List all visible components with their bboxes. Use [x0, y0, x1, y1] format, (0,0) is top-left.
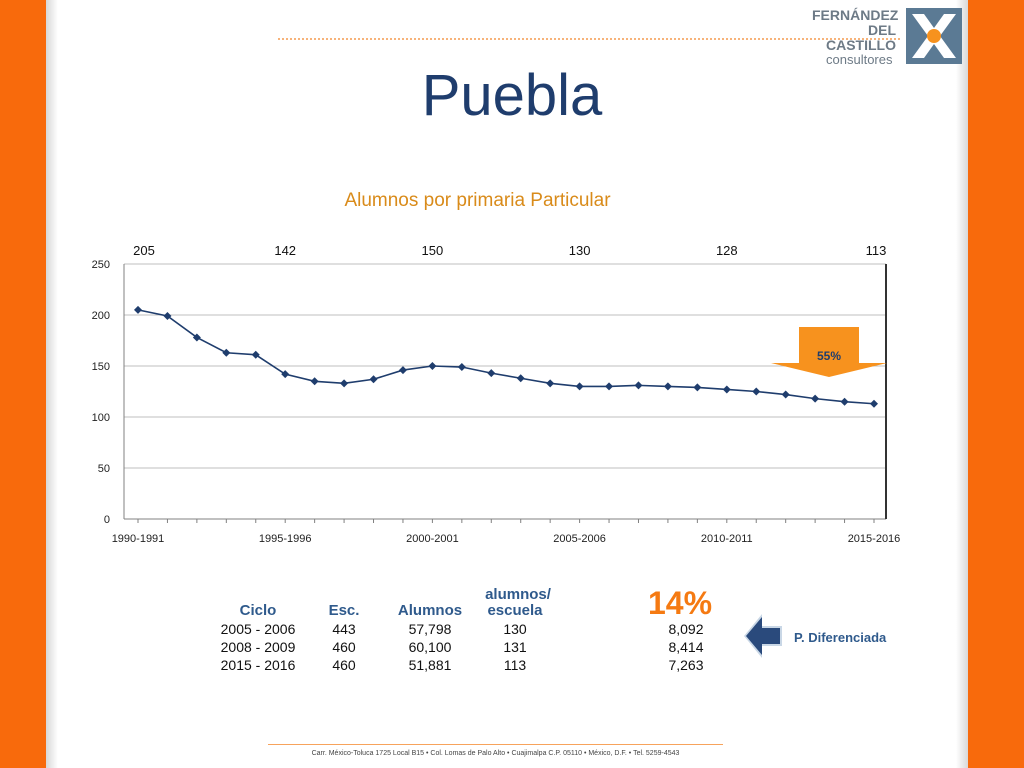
data-point — [340, 379, 349, 388]
annotation-box — [799, 327, 859, 363]
header-alumnos: Alumnos — [397, 602, 463, 619]
y-tick-label: 150 — [92, 361, 110, 373]
row-2-esc: 460 — [332, 639, 356, 655]
data-point — [428, 362, 437, 370]
x-tick-label: 2015-2016 — [848, 533, 901, 545]
data-point — [163, 312, 172, 321]
top-value-label: 130 — [569, 243, 591, 258]
row-1-extra: 8,092 — [668, 621, 704, 637]
data-point — [870, 399, 878, 408]
logo-x-icon — [906, 8, 962, 64]
data-point — [281, 370, 290, 379]
left-shadow — [46, 0, 58, 768]
row-3-alumnos: 51,881 — [408, 657, 452, 673]
data-point — [605, 382, 614, 391]
data-point — [781, 390, 790, 399]
top-value-label: 113 — [866, 243, 887, 258]
top-value-label: 128 — [716, 243, 738, 258]
data-point — [222, 348, 231, 357]
top-value-label: 150 — [422, 243, 444, 258]
row-3-esc: 460 — [332, 657, 356, 673]
left-arrow-icon[interactable] — [742, 608, 786, 664]
data-point — [840, 397, 849, 406]
logo-line-1: FERNÁNDEZ — [812, 7, 899, 23]
row-2-extra: 8,414 — [668, 639, 704, 655]
data-point — [192, 333, 201, 342]
data-point — [310, 377, 319, 386]
row-1-ciclo: 2005 - 2006 — [220, 621, 296, 637]
logo-line-2: DEL CASTILLO — [826, 22, 896, 53]
x-tick-label: 1995-1996 — [259, 533, 312, 545]
data-point — [134, 305, 142, 314]
y-tick-label: 0 — [104, 514, 110, 526]
data-point — [516, 374, 525, 383]
row-1-ape: 130 — [503, 621, 527, 637]
data-point — [811, 394, 820, 403]
data-point — [722, 385, 731, 394]
data-point — [251, 350, 260, 359]
x-tick-label: 1990-1991 — [112, 533, 165, 545]
footer-address: Carr. México-Toluca 1725 Local B15 • Col… — [311, 750, 680, 757]
percent-change: 14% — [648, 585, 713, 621]
row-2-alumnos: 60,100 — [408, 639, 452, 655]
data-point — [369, 375, 378, 384]
x-tick-label: 2000-2001 — [406, 533, 459, 545]
logo-wordmark: FERNÁNDEZ DEL CASTILLO — [812, 7, 899, 53]
logo-subtitle: consultores — [826, 52, 893, 67]
annotation-label: 55% — [817, 349, 841, 363]
data-point — [752, 387, 761, 396]
slide-content — [58, 0, 956, 768]
slide-title: Puebla — [421, 63, 603, 128]
data-point — [693, 383, 702, 392]
data-point — [398, 366, 407, 375]
footer-divider — [268, 744, 723, 745]
data-point — [575, 382, 584, 391]
logo-divider — [278, 38, 900, 40]
p-diferenciada-label: P. Diferenciada — [794, 630, 887, 645]
row-1-alumnos: 57,798 — [408, 621, 452, 637]
left-orange-band — [0, 0, 46, 768]
top-value-label: 142 — [274, 243, 296, 258]
data-point — [457, 363, 466, 372]
right-orange-band — [968, 0, 1024, 768]
data-point — [663, 382, 672, 391]
annotation-arrow — [771, 363, 887, 377]
series-line — [137, 309, 875, 405]
top-value-label: 205 — [133, 243, 155, 258]
header-alumnos-escuela-2: escuela — [487, 602, 543, 619]
data-point — [546, 379, 555, 388]
right-shadow — [956, 0, 968, 768]
row-3-ciclo: 2015 - 2016 — [220, 657, 296, 673]
header-ciclo: Ciclo — [239, 602, 277, 619]
row-3-ape: 113 — [503, 657, 527, 673]
row-2-ape: 131 — [503, 639, 527, 655]
y-tick-label: 250 — [92, 259, 110, 271]
x-tick-label: 2005-2006 — [553, 533, 606, 545]
row-1-esc: 443 — [332, 621, 356, 637]
data-point — [487, 369, 496, 378]
row-3-extra: 7,263 — [668, 657, 704, 673]
y-tick-label: 200 — [92, 310, 110, 322]
header-esc: Esc. — [328, 602, 360, 619]
chart-title: Alumnos por primaria Particular — [344, 190, 611, 211]
y-tick-label: 50 — [98, 463, 110, 475]
x-tick-label: 2010-2011 — [701, 533, 753, 545]
y-tick-label: 100 — [92, 412, 110, 424]
row-2-ciclo: 2008 - 2009 — [220, 639, 296, 655]
header-alumnos-escuela-1: alumnos/ — [485, 586, 551, 603]
data-point — [634, 381, 643, 390]
